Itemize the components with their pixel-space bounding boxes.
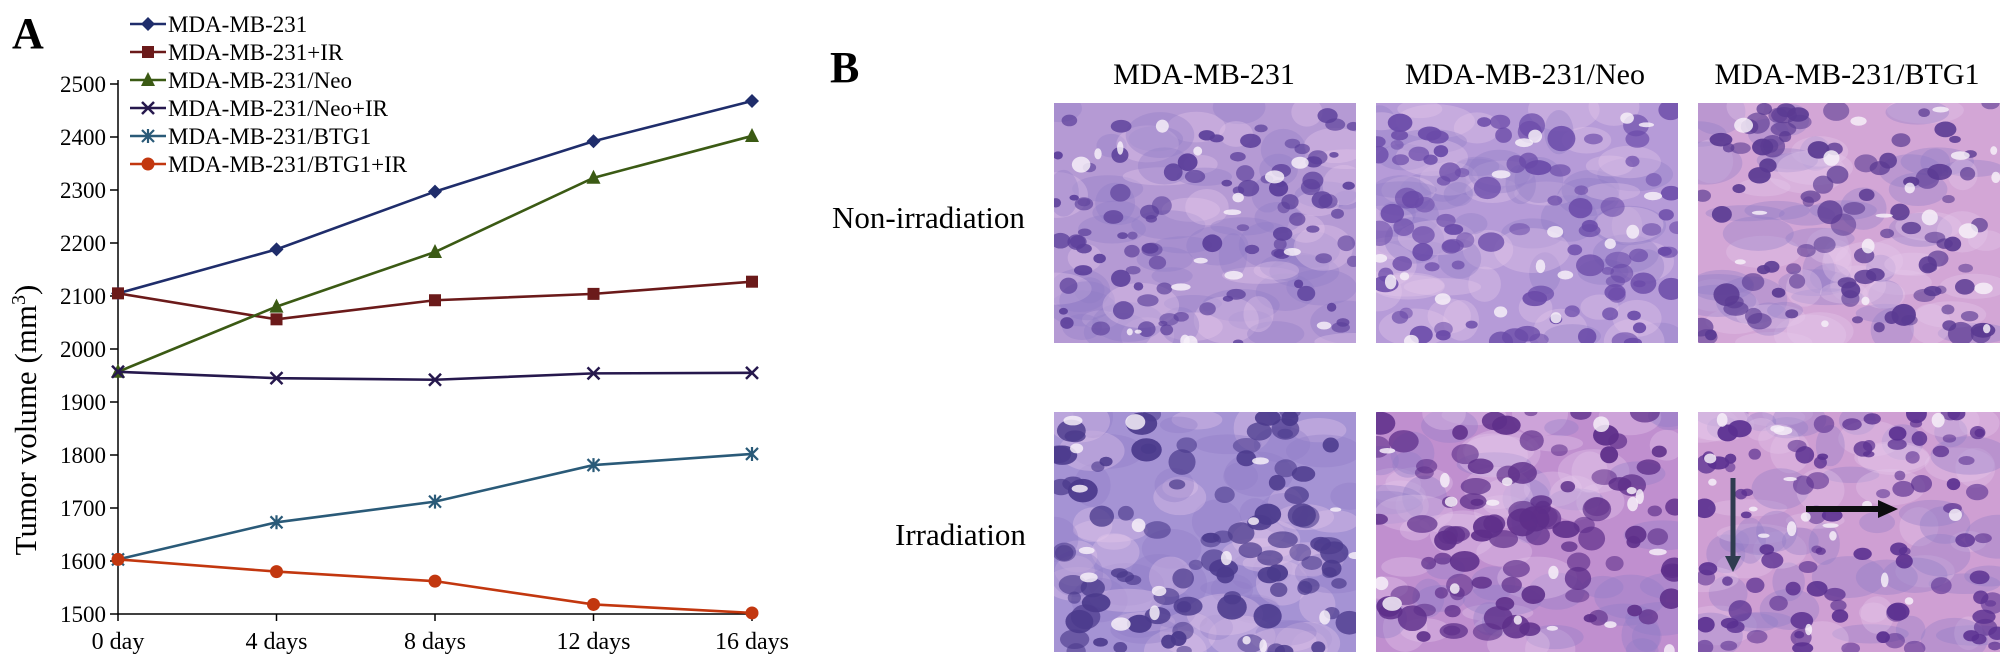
- micrograph-mda-mb-231-neo-irradiation: [1376, 412, 1678, 652]
- data-point: [586, 169, 601, 184]
- y-tick-label: 2100: [60, 284, 106, 309]
- data-point: [429, 294, 441, 307]
- panel-a-letter: A: [12, 9, 44, 58]
- y-tick-label: 1900: [60, 390, 106, 415]
- data-point: [586, 458, 601, 473]
- data-point: [746, 275, 758, 288]
- data-point: [428, 184, 442, 199]
- legend-label: MDA-MB-231/BTG1: [168, 124, 371, 149]
- data-point: [745, 93, 759, 108]
- data-point: [428, 494, 442, 509]
- x-tick-label: 0 day: [92, 629, 145, 655]
- legend-entry: MDA-MB-231/BTG1+IR: [130, 152, 408, 177]
- data-point: [270, 565, 283, 579]
- data-point: [142, 46, 154, 58]
- y-tick-label: 2500: [60, 72, 106, 97]
- data-point: [269, 371, 284, 386]
- svg-text:Tumor volume (mm3): Tumor volume (mm3): [8, 285, 43, 556]
- column-title-mda-mb-231: MDA-MB-231: [1113, 58, 1295, 91]
- micrograph-mda-mb-231-neo-non-irradiation: [1376, 103, 1678, 343]
- data-point: [745, 446, 759, 461]
- series-4: [111, 446, 759, 567]
- chart-series: [111, 93, 759, 620]
- chart-ticks: 1500 1600 1700 1800 1900 2000 2100 2200 2300 2400…: [60, 72, 789, 655]
- data-point: [141, 101, 155, 115]
- y-tick-label: 2300: [60, 178, 106, 203]
- chart-legend: MDA-MB-231 MDA-MB-231+IR MDA-MB-231/Neo MDA…: [130, 12, 408, 177]
- data-point: [428, 244, 442, 259]
- micrograph-mda-mb-231-btg1-irradiation: [1698, 412, 2000, 652]
- legend-label: MDA-MB-231/BTG1+IR: [168, 152, 408, 177]
- column-title-mda-mb-231-btg1: MDA-MB-231/BTG1: [1714, 58, 1980, 91]
- y-tick-label: 1500: [60, 602, 106, 627]
- data-point: [586, 134, 601, 149]
- data-point: [745, 365, 759, 380]
- legend-entry: MDA-MB-231: [130, 12, 307, 37]
- legend-label: MDA-MB-231/Neo: [168, 68, 352, 93]
- legend-entry: MDA-MB-231+IR: [130, 40, 344, 65]
- y-tick-label: 1600: [60, 549, 106, 574]
- panel-b-letter: B: [830, 43, 859, 92]
- data-point: [269, 242, 284, 257]
- y-axis-label-end: ): [8, 285, 43, 295]
- chart-axes: [117, 80, 756, 615]
- legend-label: MDA-MB-231+IR: [168, 40, 344, 65]
- series-5: [111, 552, 759, 620]
- data-point: [141, 72, 155, 86]
- y-tick-label: 2400: [60, 125, 106, 150]
- y-axis-label-main: Tumor volume (mm: [8, 305, 43, 555]
- data-point: [141, 129, 155, 143]
- x-tick-label: 16 days: [715, 629, 789, 655]
- y-axis-label: Tumor volume (mm3): [8, 285, 43, 556]
- row-label-irradiation: Irradiation: [895, 517, 1026, 552]
- y-tick-label: 1700: [60, 496, 106, 521]
- legend-label: MDA-MB-231: [168, 12, 307, 37]
- legend-entry: MDA-MB-231/BTG1: [130, 124, 371, 149]
- data-point: [745, 606, 759, 620]
- y-axis-label-sup: 3: [8, 295, 30, 305]
- data-point: [111, 552, 125, 566]
- data-point: [269, 298, 284, 313]
- legend-label: MDA-MB-231/Neo+IR: [168, 96, 389, 121]
- data-point: [586, 366, 601, 381]
- data-point: [270, 313, 283, 326]
- data-point: [745, 127, 759, 142]
- data-point: [428, 372, 442, 387]
- data-point: [111, 364, 125, 379]
- y-tick-label: 2000: [60, 337, 106, 362]
- data-point: [141, 17, 155, 31]
- row-label-non-irradiation: Non-irradiation: [832, 200, 1025, 235]
- micrograph-mda-mb-231-btg1-non-irradiation: [1698, 103, 2000, 343]
- data-point: [428, 574, 442, 588]
- data-point: [269, 515, 284, 530]
- y-tick-label: 1800: [60, 443, 106, 468]
- x-tick-label: 4 days: [246, 629, 308, 655]
- y-tick-label: 2200: [60, 231, 106, 256]
- data-point: [112, 287, 124, 300]
- legend-entry: MDA-MB-231/Neo+IR: [130, 96, 389, 121]
- column-title-mda-mb-231-neo: MDA-MB-231/Neo: [1405, 58, 1645, 91]
- data-point: [141, 157, 155, 171]
- series-1: [112, 275, 758, 326]
- series-3: [111, 364, 759, 387]
- legend-entry: MDA-MB-231/Neo: [130, 68, 352, 93]
- data-point: [587, 287, 600, 300]
- micrograph-mda-mb-231-non-irradiation: [1054, 103, 1356, 343]
- data-point: [587, 597, 600, 611]
- x-tick-label: 12 days: [557, 629, 631, 655]
- micrograph-mda-mb-231-irradiation: [1054, 412, 1356, 652]
- x-tick-label: 8 days: [404, 629, 466, 655]
